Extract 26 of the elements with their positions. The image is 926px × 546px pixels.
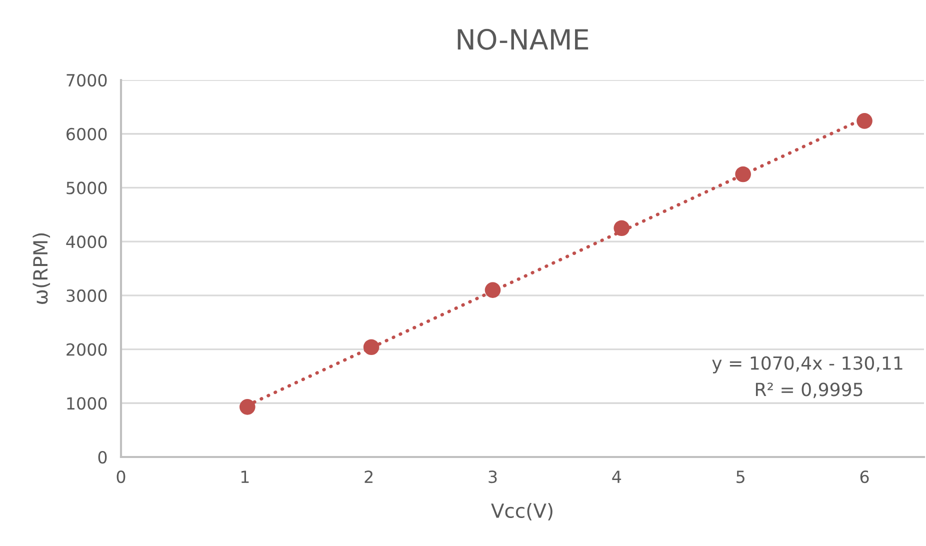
x-tick-label: 4 (612, 470, 622, 483)
y-tick-label: 0 (98, 450, 107, 464)
point (735, 166, 751, 182)
x-tick-label: 0 (116, 470, 126, 484)
x-axis-title: Vcc(V) (491, 503, 552, 520)
y-tick-label: 3000 (66, 289, 107, 302)
y-tick-label: 6000 (66, 128, 107, 140)
x-tick-label: 2 (364, 470, 372, 483)
x-tick-label: 3 (488, 470, 497, 484)
annotation: y = 1070,4x - 130,11 (712, 356, 902, 374)
y-tick-label: 1000 (67, 397, 107, 410)
point (484, 282, 501, 298)
x-tick-label: 1 (241, 470, 249, 483)
x-tick-label: 6 (860, 470, 869, 484)
y-tick-label: 7000 (66, 74, 107, 87)
annotation: R² = 0,9995 (756, 382, 862, 398)
y-axis-title: ω(RPM) (32, 233, 50, 304)
chart-title: NO-NAME (458, 28, 588, 50)
y-tick-label: 2000 (66, 343, 107, 356)
point (363, 339, 380, 356)
point (614, 220, 630, 236)
point (856, 113, 872, 129)
x-tick-label: 5 (736, 470, 744, 484)
y-tick-label: 5000 (66, 182, 107, 194)
y-tick-label: 4000 (66, 236, 107, 248)
point (239, 398, 256, 415)
